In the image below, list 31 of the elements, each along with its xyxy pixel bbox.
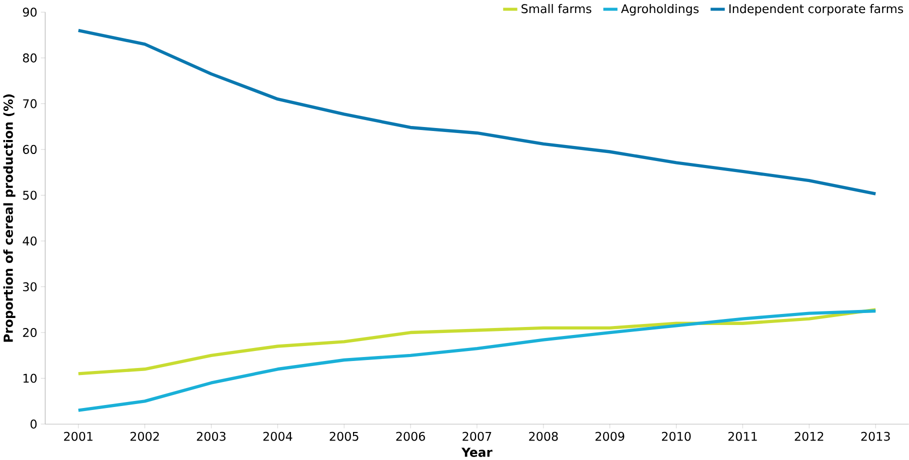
y-tick-label: 50 (23, 190, 37, 200)
x-tick-label: 2009 (596, 432, 624, 441)
y-tick-label: 90 (22, 8, 37, 17)
y-tick-label: 70 (23, 99, 37, 108)
legend-label: Small farms (522, 4, 592, 14)
x-tick-label: 2012 (794, 432, 824, 441)
line-series (76, 308, 878, 376)
line-series (76, 309, 878, 412)
x-tick-label: 2013 (861, 432, 890, 441)
line-series (76, 28, 878, 196)
y-tick-label: 60 (23, 144, 37, 154)
y-tick-label: 80 (23, 53, 37, 62)
x-tick-label: 2008 (529, 432, 558, 441)
y-tick-label: 30 (23, 282, 37, 292)
y-axis-title: Proportion of cereal production (%) (3, 94, 16, 342)
y-tick-label: 40 (22, 236, 37, 246)
y-tick-label: 20 (23, 328, 37, 337)
x-tick-label: 2011 (728, 432, 757, 441)
y-tick-label: 10 (24, 374, 37, 383)
x-tick-label: 2001 (64, 432, 92, 441)
x-tick-label: 2006 (396, 432, 426, 441)
x-tick-label: 2003 (196, 432, 226, 441)
legend-label: Agroholdings (621, 4, 699, 16)
x-tick-label: 2007 (462, 432, 492, 441)
x-tick-label: 2005 (330, 432, 358, 441)
x-tick-label: 2010 (662, 432, 691, 441)
x-axis-title: Year (461, 448, 492, 457)
legend-label: Independent corporate farms (729, 4, 904, 16)
x-tick-label: 2002 (130, 432, 159, 441)
y-tick-label: 0 (30, 419, 37, 428)
x-tick-label: 2004 (263, 432, 292, 441)
